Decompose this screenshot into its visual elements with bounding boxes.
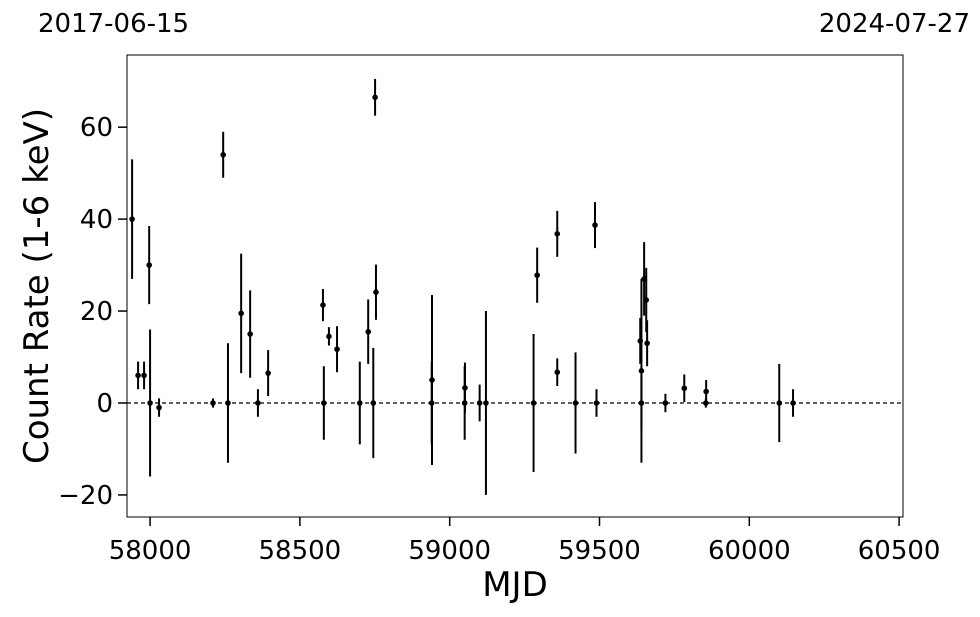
data-point [662,400,669,406]
data-point [593,400,600,406]
data-point [357,400,363,406]
data-point [530,400,537,406]
y-tick-label: 0 [96,389,113,419]
data-point [372,94,378,101]
data-point [373,289,379,296]
data-point [135,372,141,379]
data-point [141,372,147,379]
y-tick-label: −20 [58,481,113,511]
y-axis-label: Count Rate (1-6 keV) [17,108,57,464]
data-point [572,400,579,406]
data-point [554,369,561,375]
data-point [638,368,645,374]
data-point [265,370,271,376]
data-point [644,340,650,347]
x-tick-label: 58500 [259,536,342,566]
data-point [476,400,483,406]
data-point [129,216,135,222]
data-point [462,385,468,391]
data-point [147,400,153,406]
y-tick-label: 40 [80,205,113,235]
data-point [534,272,540,278]
top-left-label: 2017-06-15 [38,9,189,39]
data-point [483,400,489,406]
data-point [703,388,709,395]
x-tick-label: 60500 [858,536,941,566]
x-axis-label: MJD [482,565,548,605]
data-point [365,328,371,335]
data-point [681,385,688,392]
plot-frame [126,54,904,518]
data-point [146,262,152,268]
data-point [776,400,783,406]
data-point [225,400,231,406]
x-tick-label: 60000 [708,536,791,566]
data-point [321,400,327,406]
data-point [429,377,435,383]
y-tick-label: 20 [80,297,113,327]
data-point [643,297,650,303]
data-point [592,222,598,228]
top-right-label: 2024-07-27 [819,9,970,39]
data-point [156,404,162,411]
data-point [554,231,561,237]
data-point [326,333,332,340]
data-point [238,310,244,317]
data-point [370,400,377,406]
data-point [255,400,261,406]
x-tick-label: 58000 [109,536,192,566]
y-tick-label: 60 [80,113,113,143]
data-point [220,151,226,158]
data-point [210,400,216,406]
data-point [320,302,326,308]
x-tick-label: 59000 [408,536,491,566]
data-point [790,400,796,406]
data-point [334,346,340,353]
data-point [247,331,253,337]
x-tick-label: 59500 [558,536,641,566]
